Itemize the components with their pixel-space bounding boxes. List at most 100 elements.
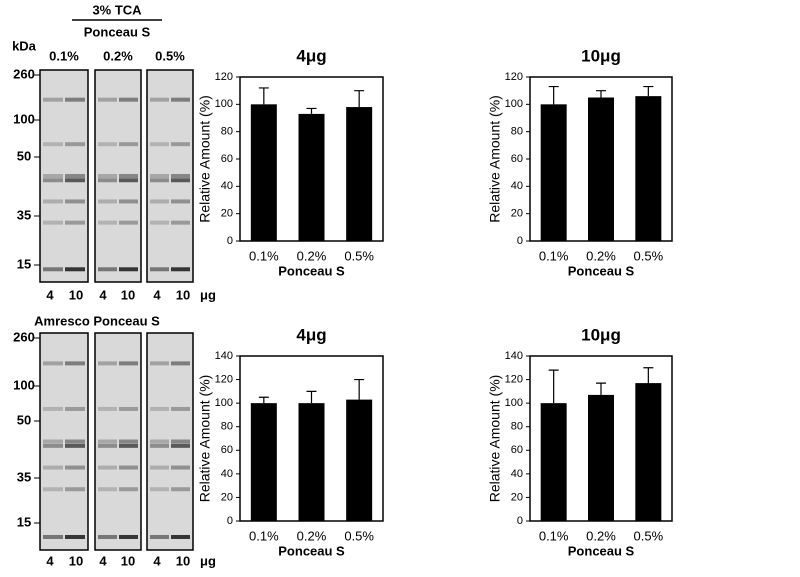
y-tick-label: 20 (511, 491, 523, 503)
blot-panel (39, 69, 89, 283)
x-tick-label: 0.1% (249, 248, 279, 263)
blot-band (119, 439, 138, 444)
blot-panel (94, 332, 142, 551)
load-label: 10 (176, 553, 190, 568)
y-tick-label: 20 (221, 208, 233, 220)
blot-band (171, 487, 190, 492)
blot-band (119, 178, 138, 183)
error-bar (596, 382, 606, 395)
error-bar (306, 390, 317, 404)
blot-band (150, 465, 169, 470)
bar (346, 107, 373, 241)
y-tick-label: 120 (215, 373, 233, 385)
blot-band (171, 142, 190, 147)
load-label: 10 (69, 553, 83, 568)
y-tick-label: 100 (505, 397, 523, 409)
x-axis-label: Ponceau S (568, 263, 635, 278)
blot-band (119, 361, 138, 366)
x-tick-label: 0.2% (586, 248, 616, 263)
bar (250, 104, 277, 241)
blot-band (65, 361, 85, 366)
blot-band (171, 534, 190, 539)
bar (250, 403, 277, 521)
blot-band (119, 142, 138, 147)
load-label: 4 (99, 287, 107, 302)
marker-label: 260 (13, 329, 35, 344)
blot-band (98, 465, 117, 470)
blot-band (65, 178, 85, 183)
y-tick-label: 0 (517, 515, 523, 527)
unit-label: kDa (12, 38, 37, 53)
blot-band (43, 361, 63, 366)
bar (298, 113, 325, 241)
y-tick-label: 40 (511, 468, 523, 480)
blot-band (119, 174, 138, 178)
blot-band (119, 97, 138, 102)
lane-label: 0.5% (155, 48, 185, 63)
y-tick-label: 60 (511, 444, 523, 456)
x-tick-label: 0.5% (634, 248, 664, 263)
blot-band (119, 487, 138, 492)
y-tick-label: 60 (221, 444, 233, 456)
load-label: 4 (46, 553, 54, 568)
blot-band (119, 406, 138, 411)
x-axis-label: Ponceau S (278, 263, 345, 278)
blot-band (150, 439, 169, 444)
blot-band (119, 443, 138, 448)
bar (540, 104, 567, 241)
lane-label: 0.2% (103, 48, 133, 63)
blot-band (98, 220, 117, 225)
blot-band (98, 439, 117, 444)
error-bar (258, 87, 269, 105)
blot-band (150, 178, 169, 183)
blot-band (65, 97, 85, 102)
x-tick-label: 0.5% (634, 528, 664, 543)
y-tick-label: 80 (221, 126, 233, 138)
y-tick-label: 40 (511, 180, 523, 192)
blot-panel (39, 332, 89, 551)
y-tick-label: 140 (505, 350, 523, 362)
blot-band (98, 199, 117, 204)
y-tick-label: 80 (511, 421, 523, 433)
y-tick-label: 0 (517, 235, 523, 247)
blot-band (43, 443, 63, 448)
blot-band (65, 142, 85, 147)
blot-band (65, 465, 85, 470)
error-bar (643, 367, 654, 384)
y-tick-label: 80 (511, 126, 523, 138)
blot-band (65, 487, 85, 492)
y-tick-label: 120 (505, 373, 523, 385)
blot-band (98, 361, 117, 366)
blot-band (98, 534, 117, 539)
marker-label: 15 (17, 256, 31, 271)
marker-label: 15 (17, 514, 31, 529)
blot-band (171, 361, 190, 366)
bar (635, 96, 662, 241)
bar (346, 399, 373, 521)
blot-band (98, 178, 117, 183)
blot-band (65, 267, 85, 272)
y-tick-label: 0 (227, 235, 233, 247)
blot-band (43, 220, 63, 225)
y-tick-label: 100 (505, 98, 523, 110)
blot-band (150, 97, 169, 102)
y-tick-label: 40 (221, 180, 233, 192)
chart-title: 4μg (296, 46, 326, 65)
load-label: 4 (46, 287, 54, 302)
load-label: 4 (153, 287, 161, 302)
blot-band (119, 465, 138, 470)
blot-band (65, 174, 85, 178)
blot-band (150, 174, 169, 178)
blot-band (171, 439, 190, 444)
load-label: 4 (99, 553, 107, 568)
y-tick-label: 80 (221, 421, 233, 433)
blot-band (150, 199, 169, 204)
x-tick-label: 0.1% (539, 528, 569, 543)
blot-band (119, 267, 138, 272)
blot-band (98, 487, 117, 492)
y-tick-label: 20 (511, 208, 523, 220)
marker-label: 50 (17, 148, 31, 163)
marker-label: 260 (13, 66, 35, 81)
